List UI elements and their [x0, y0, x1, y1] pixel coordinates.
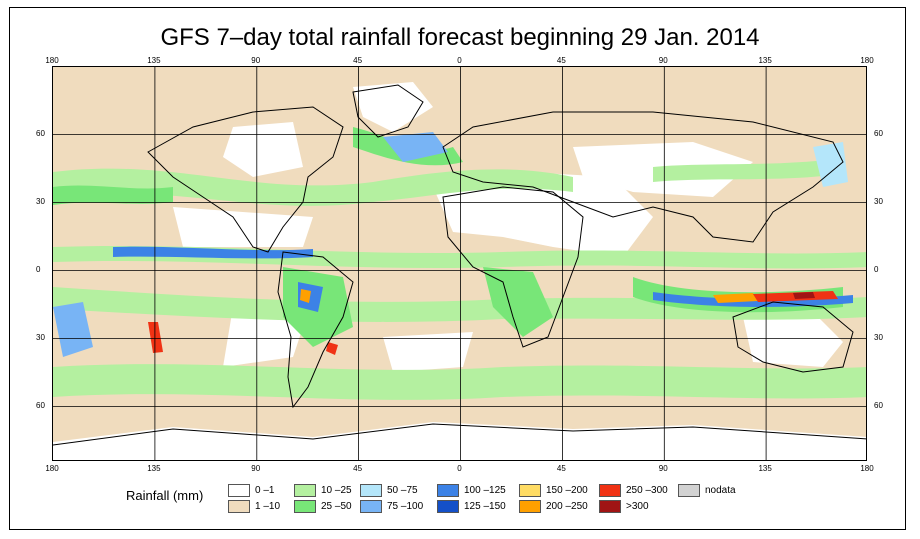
latitude-tick-label: 30 [874, 196, 883, 206]
legend-label: 250 –300 [626, 485, 668, 496]
legend-label: 75 –100 [387, 501, 424, 512]
latitude-tick-label: 60 [874, 128, 883, 138]
legend-swatch [360, 500, 382, 513]
legend-label: 1 –10 [255, 501, 281, 512]
legend-label: 125 –150 [464, 501, 506, 512]
latitude-tick-label: 30 [874, 332, 883, 342]
longitude-tick-label: 90 [658, 56, 668, 65]
graticule [53, 67, 866, 460]
map-title: GFS 7–day total rainfall forecast beginn… [160, 24, 760, 51]
legend-swatch [228, 484, 250, 497]
legend-label: 200 –250 [546, 501, 588, 512]
legend-swatch [228, 500, 250, 513]
longitude-tick-label: 45 [353, 56, 363, 65]
longitude-tick-label: 45 [556, 56, 566, 65]
longitude-tick-label: 90 [251, 56, 261, 65]
longitude-tick-label: 0 [457, 56, 462, 65]
longitude-tick-label: 180 [45, 464, 59, 473]
legend-swatch [599, 500, 621, 513]
longitude-tick-label: 180 [45, 56, 59, 65]
legend-swatch [678, 484, 700, 497]
legend-swatch [599, 484, 621, 497]
longitude-tick-label: 90 [251, 464, 261, 473]
latitude-tick-label: 0 [874, 264, 879, 274]
longitude-tick-label: 135 [147, 464, 161, 473]
longitude-tick-label: 90 [658, 464, 668, 473]
legend-swatch [360, 484, 382, 497]
longitude-tick-label: 135 [147, 56, 161, 65]
latitude-tick-label: 60 [36, 400, 45, 410]
extreme-rain-spots [148, 289, 838, 355]
legend-swatch [437, 500, 459, 513]
legend-label: 50 –75 [387, 485, 418, 496]
longitude-tick-label: 45 [353, 464, 363, 473]
figure-frame [9, 7, 906, 530]
longitude-tick-label: 0 [457, 464, 462, 473]
legend-label: >300 [626, 501, 649, 512]
latitude-tick-label: 0 [36, 264, 41, 274]
coastlines [53, 84, 866, 446]
longitude-tick-label: 135 [758, 56, 772, 65]
longitude-tick-label: 45 [556, 464, 566, 473]
longitude-tick-label: 180 [860, 56, 874, 65]
latitude-tick-label: 30 [36, 332, 45, 342]
latitude-tick-label: 30 [36, 196, 45, 206]
legend-title: Rainfall (mm) [126, 488, 204, 503]
latitude-tick-label: 60 [874, 400, 883, 410]
legend-label: 25 –50 [321, 501, 352, 512]
latitude-tick-label: 60 [36, 128, 45, 138]
heavy-rain-bands [53, 132, 853, 357]
rainfall-map [52, 66, 867, 461]
legend-swatch [437, 484, 459, 497]
longitude-tick-label: 180 [860, 464, 874, 473]
legend-swatch [294, 484, 316, 497]
legend-swatch [519, 500, 541, 513]
moderate-rain-bands [53, 127, 866, 400]
legend-swatch [519, 484, 541, 497]
longitude-tick-label: 135 [758, 464, 772, 473]
legend-swatch [294, 500, 316, 513]
legend-label: 0 –1 [255, 485, 275, 496]
legend-label: nodata [705, 485, 736, 496]
legend-label: 100 –125 [464, 485, 506, 496]
legend-label: 10 –25 [321, 485, 352, 496]
legend-label: 150 –200 [546, 485, 588, 496]
